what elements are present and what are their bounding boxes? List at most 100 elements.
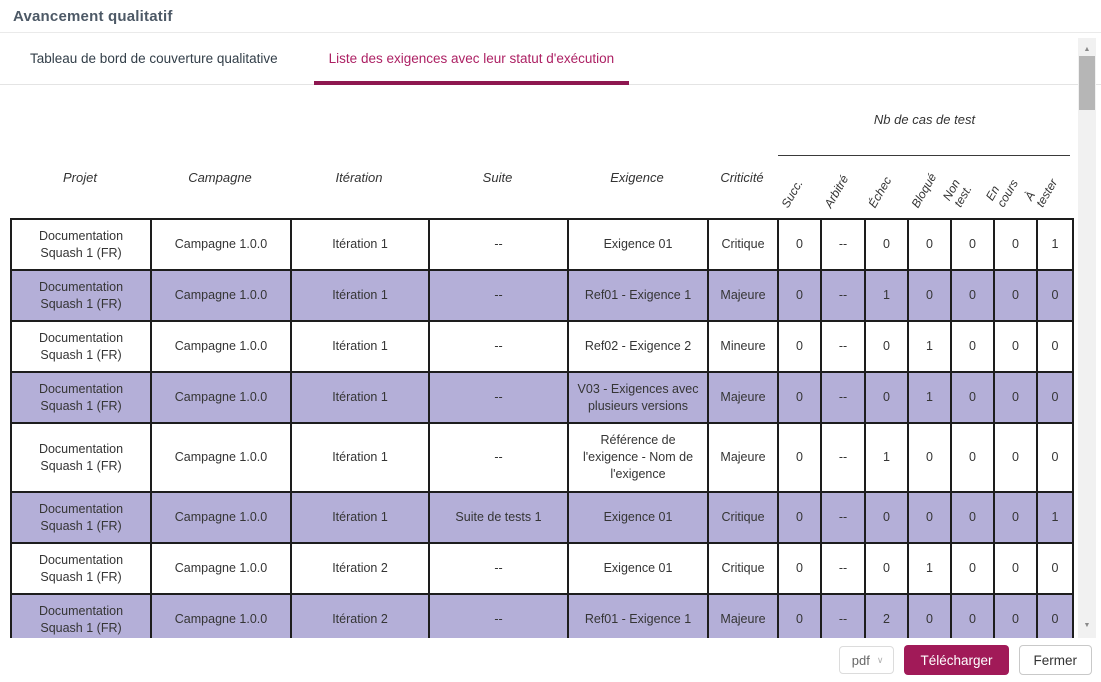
cell-exigence: Exigence 01 bbox=[567, 218, 709, 271]
cell-criticite: Critique bbox=[707, 491, 779, 544]
cell-bloque: 1 bbox=[907, 542, 952, 595]
download-button[interactable]: Télécharger bbox=[904, 645, 1009, 675]
cell-succ: 0 bbox=[777, 542, 822, 595]
cell-succ: 0 bbox=[777, 320, 822, 373]
cell-a-tester: 0 bbox=[1036, 542, 1074, 595]
table-row: Documentation Squash 1 (FR) Campagne 1.0.… bbox=[10, 371, 1074, 424]
table-row: Documentation Squash 1 (FR) Campagne 1.0.… bbox=[10, 593, 1074, 638]
column-headers: Projet Campagne Itération Suite Exigence Crit… bbox=[10, 170, 777, 185]
cell-suite: -- bbox=[428, 218, 569, 271]
cell-exigence: V03 - Exigences avec plusieurs versions bbox=[567, 371, 709, 424]
cell-exigence: Exigence 01 bbox=[567, 542, 709, 595]
scroll-down-icon[interactable]: ▼ bbox=[1083, 622, 1091, 629]
cell-succ: 0 bbox=[777, 269, 822, 322]
cell-bloque: 1 bbox=[907, 371, 952, 424]
cell-exigence: Référence de l'exigence - Nom de l'exige… bbox=[567, 422, 709, 493]
cell-projet: Documentation Squash 1 (FR) bbox=[10, 320, 152, 373]
cell-en-cours: 0 bbox=[993, 320, 1038, 373]
cell-echec: 1 bbox=[864, 269, 909, 322]
cell-a-tester: 0 bbox=[1036, 320, 1074, 373]
cell-succ: 0 bbox=[777, 491, 822, 544]
cell-criticite: Majeure bbox=[707, 269, 779, 322]
column-header-projet: Projet bbox=[63, 170, 97, 185]
cell-arbitre: -- bbox=[820, 320, 866, 373]
cell-suite: -- bbox=[428, 371, 569, 424]
column-header-criticite: Criticité bbox=[720, 170, 764, 185]
column-header-exigence: Exigence bbox=[610, 170, 664, 185]
cell-projet: Documentation Squash 1 (FR) bbox=[10, 542, 152, 595]
cell-campagne: Campagne 1.0.0 bbox=[150, 218, 292, 271]
cell-projet: Documentation Squash 1 (FR) bbox=[10, 269, 152, 322]
cell-exigence: Exigence 01 bbox=[567, 491, 709, 544]
status-header-bloque: Bloqué bbox=[907, 170, 939, 210]
cell-echec: 1 bbox=[864, 422, 909, 493]
cell-iteration: Itération 1 bbox=[290, 422, 430, 493]
cell-bloque: 1 bbox=[907, 320, 952, 373]
cell-bloque: 0 bbox=[907, 593, 952, 638]
cell-succ: 0 bbox=[777, 593, 822, 638]
cell-exigence: Ref02 - Exigence 2 bbox=[567, 320, 709, 373]
cell-en-cours: 0 bbox=[993, 491, 1038, 544]
cell-suite: -- bbox=[428, 422, 569, 493]
cell-bloque: 0 bbox=[907, 422, 952, 493]
chevron-down-icon: ∨ bbox=[876, 654, 884, 665]
cell-a-tester: 0 bbox=[1036, 593, 1074, 638]
cell-arbitre: -- bbox=[820, 371, 866, 424]
cell-echec: 0 bbox=[864, 491, 909, 544]
test-case-count-group-header: Nb de cas de test bbox=[873, 112, 976, 127]
table-row: Documentation Squash 1 (FR) Campagne 1.0.… bbox=[10, 422, 1074, 493]
cell-iteration: Itération 1 bbox=[290, 218, 430, 271]
column-header-iteration: Itération bbox=[335, 170, 383, 185]
cell-arbitre: -- bbox=[820, 542, 866, 595]
cell-en-cours: 0 bbox=[993, 593, 1038, 638]
cell-a-tester: 0 bbox=[1036, 269, 1074, 322]
cell-echec: 0 bbox=[864, 542, 909, 595]
cell-suite: -- bbox=[428, 269, 569, 322]
cell-projet: Documentation Squash 1 (FR) bbox=[10, 491, 152, 544]
cell-criticite: Critique bbox=[707, 542, 779, 595]
cell-iteration: Itération 2 bbox=[290, 593, 430, 638]
status-header-a-tester: À tester bbox=[1021, 176, 1061, 210]
cell-iteration: Itération 2 bbox=[290, 542, 430, 595]
table-row: Documentation Squash 1 (FR) Campagne 1.0.… bbox=[10, 269, 1074, 322]
cell-echec: 0 bbox=[864, 218, 909, 271]
cell-campagne: Campagne 1.0.0 bbox=[150, 269, 292, 322]
cell-projet: Documentation Squash 1 (FR) bbox=[10, 593, 152, 638]
tab-requirements-status[interactable]: Liste des exigences avec leur statut d'e… bbox=[313, 33, 630, 85]
cell-non-test: 0 bbox=[950, 422, 995, 493]
column-header-suite: Suite bbox=[482, 170, 513, 185]
scroll-up-icon[interactable]: ▲ bbox=[1083, 46, 1091, 53]
cell-suite: -- bbox=[428, 320, 569, 373]
report-body: Nb de cas de test Projet Campagne Itératio… bbox=[0, 86, 1101, 638]
cell-criticite: Majeure bbox=[707, 371, 779, 424]
cell-non-test: 0 bbox=[950, 371, 995, 424]
format-select-value: pdf bbox=[851, 652, 870, 668]
cell-succ: 0 bbox=[777, 218, 822, 271]
cell-non-test: 0 bbox=[950, 491, 995, 544]
cell-arbitre: -- bbox=[820, 218, 866, 271]
cell-succ: 0 bbox=[777, 422, 822, 493]
tab-bar: Tableau de bord de couverture qualitativ… bbox=[0, 33, 1101, 85]
close-button[interactable]: Fermer bbox=[1018, 645, 1092, 675]
group-header-underline bbox=[778, 155, 1070, 156]
cell-en-cours: 0 bbox=[993, 422, 1038, 493]
status-header-succ: Succ. bbox=[777, 176, 806, 210]
cell-non-test: 0 bbox=[950, 542, 995, 595]
status-header-non-test: Non test. bbox=[939, 176, 975, 210]
cell-suite: -- bbox=[428, 542, 569, 595]
cell-a-tester: 1 bbox=[1036, 218, 1074, 271]
tab-dashboard-coverage[interactable]: Tableau de bord de couverture qualitativ… bbox=[30, 51, 278, 66]
cell-criticite: Majeure bbox=[707, 593, 779, 638]
cell-echec: 0 bbox=[864, 320, 909, 373]
cell-en-cours: 0 bbox=[993, 218, 1038, 271]
cell-a-tester: 1 bbox=[1036, 491, 1074, 544]
cell-en-cours: 0 bbox=[993, 371, 1038, 424]
cell-criticite: Majeure bbox=[707, 422, 779, 493]
scrollbar-thumb[interactable] bbox=[1079, 56, 1095, 110]
format-select[interactable]: pdf ∨ bbox=[838, 646, 895, 674]
cell-projet: Documentation Squash 1 (FR) bbox=[10, 218, 152, 271]
cell-en-cours: 0 bbox=[993, 269, 1038, 322]
cell-campagne: Campagne 1.0.0 bbox=[150, 491, 292, 544]
cell-iteration: Itération 1 bbox=[290, 491, 430, 544]
vertical-scrollbar[interactable]: ▲ ▼ bbox=[1078, 38, 1096, 638]
